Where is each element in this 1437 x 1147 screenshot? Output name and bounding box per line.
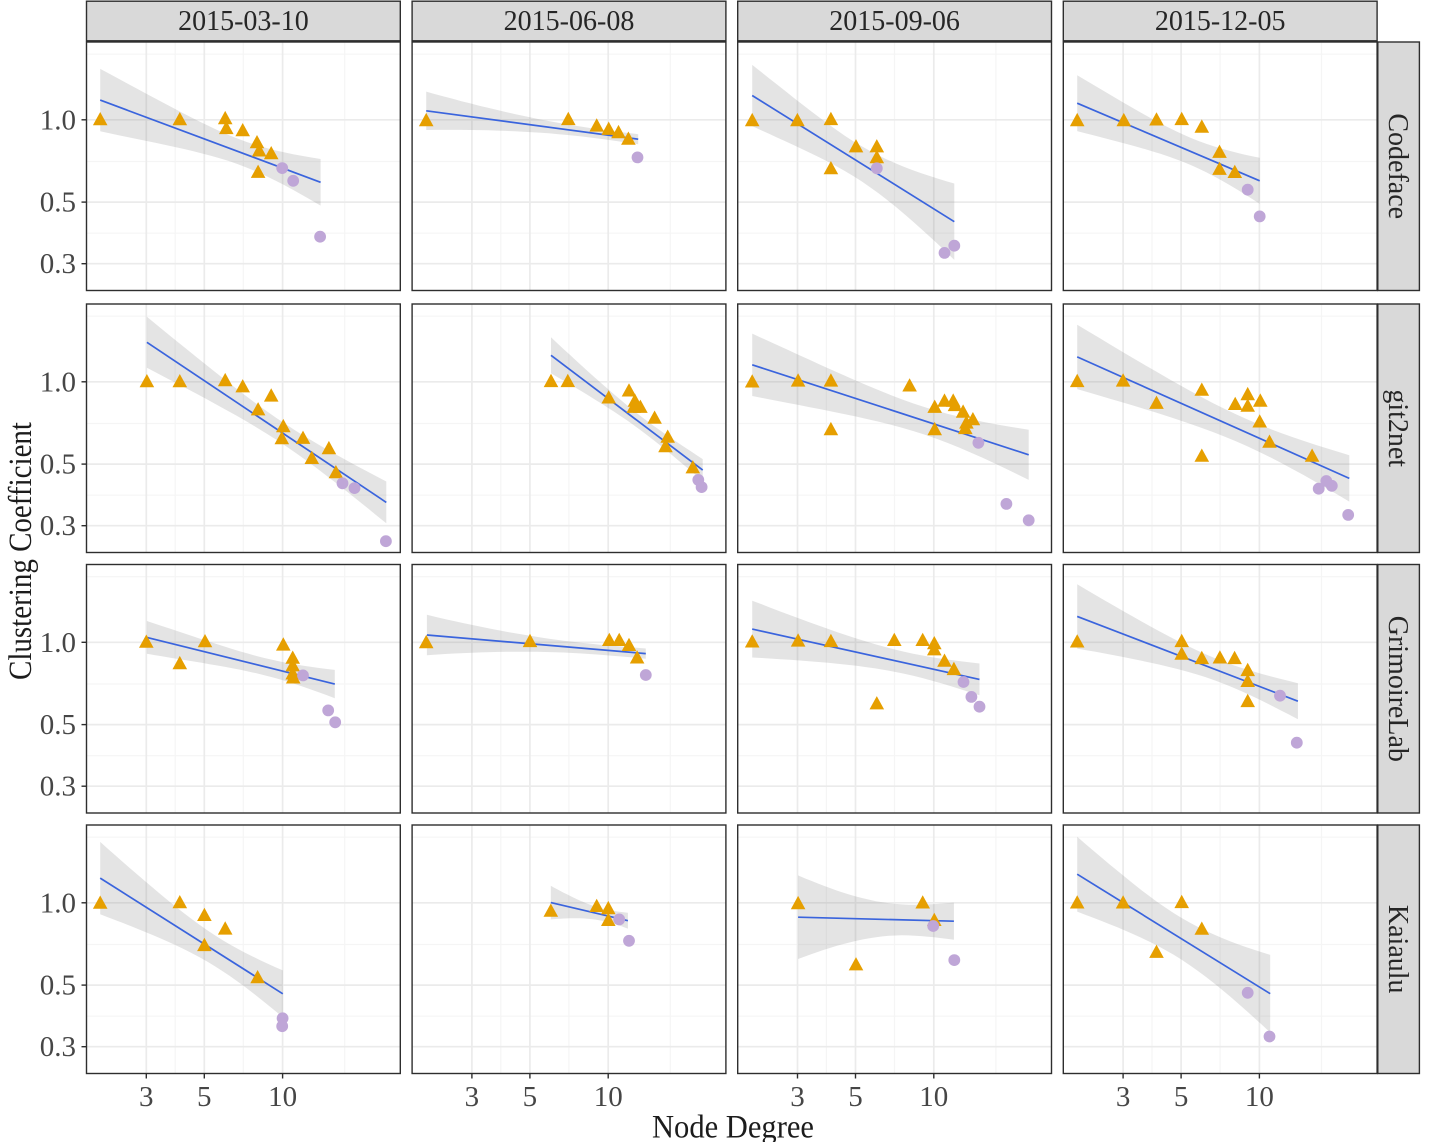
svg-text:5: 5 (1174, 1081, 1189, 1113)
svg-text:5: 5 (197, 1081, 212, 1113)
svg-text:10: 10 (919, 1081, 948, 1113)
svg-text:1.0: 1.0 (40, 887, 76, 919)
svg-text:3: 3 (790, 1081, 805, 1113)
svg-text:10: 10 (268, 1081, 297, 1113)
svg-text:2015-03-10: 2015-03-10 (178, 6, 309, 37)
svg-text:3: 3 (139, 1081, 154, 1113)
svg-text:3: 3 (465, 1081, 480, 1113)
svg-text:0.5: 0.5 (40, 970, 76, 1002)
svg-text:Codeface: Codeface (1382, 113, 1413, 219)
svg-text:2015-12-05: 2015-12-05 (1155, 6, 1286, 37)
svg-text:0.3: 0.3 (40, 248, 76, 280)
svg-text:1.0: 1.0 (40, 366, 76, 398)
svg-text:0.5: 0.5 (40, 187, 76, 219)
svg-text:5: 5 (848, 1081, 863, 1113)
svg-text:0.5: 0.5 (40, 709, 76, 741)
svg-text:10: 10 (594, 1081, 623, 1113)
svg-text:1.0: 1.0 (40, 627, 76, 659)
svg-text:5: 5 (523, 1081, 538, 1113)
svg-text:GrimoireLab: GrimoireLab (1382, 616, 1413, 762)
svg-text:3: 3 (1116, 1081, 1131, 1113)
svg-text:0.5: 0.5 (40, 449, 76, 481)
svg-text:0.3: 0.3 (40, 510, 76, 542)
svg-text:Clustering Coefficient: Clustering Coefficient (3, 422, 39, 680)
svg-text:Kaiaulu: Kaiaulu (1382, 905, 1413, 994)
svg-text:10: 10 (1245, 1081, 1274, 1113)
svg-text:2015-09-06: 2015-09-06 (829, 6, 960, 37)
svg-text:git2net: git2net (1382, 389, 1413, 467)
svg-text:1.0: 1.0 (40, 104, 76, 136)
svg-text:2015-06-08: 2015-06-08 (504, 6, 635, 37)
svg-text:Node Degree: Node Degree (652, 1110, 814, 1143)
svg-text:0.3: 0.3 (40, 1031, 76, 1063)
svg-text:0.3: 0.3 (40, 771, 76, 803)
